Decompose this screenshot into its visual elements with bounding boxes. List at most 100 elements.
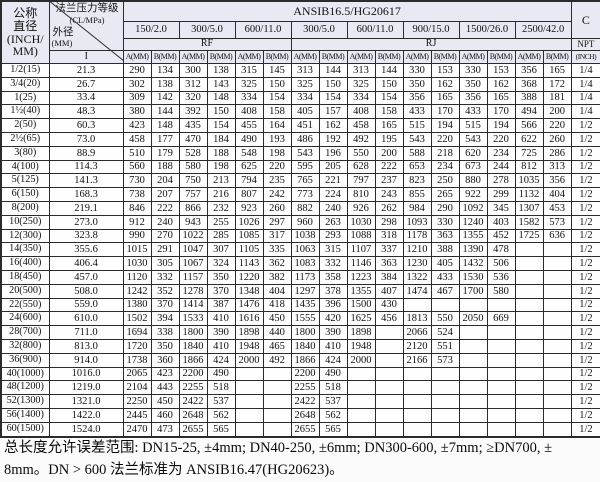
dimension-cell [542, 256, 572, 271]
nominal-header-line: 直径 [13, 18, 38, 33]
table-row: 52(1300) 1321.0 2250 450 2422 537 2422 537 1/2 [0, 394, 600, 409]
dimension-cell: 205 [318, 159, 348, 175]
dimension-cell [542, 283, 572, 299]
dimension-cell: 943 [178, 214, 208, 230]
dimension-cell [430, 407, 460, 423]
dimension-cell: 352 [150, 283, 180, 299]
dimension-cell [542, 269, 572, 285]
dimension-cell [402, 366, 432, 382]
dimension-cell: 154 [318, 90, 348, 106]
dimension-cell: 334 [346, 90, 376, 106]
outer-diameter-cell: 273.0 [48, 214, 124, 230]
dimension-cell: 807 [234, 187, 264, 202]
dimension-cell: 312 [178, 76, 208, 92]
dimension-cell: 405 [430, 256, 460, 271]
dimension-cell: 290 [430, 200, 460, 216]
dimension-cell: 320 [178, 90, 208, 106]
note-line-1: 总长度允许误差范围: DN15-25, ±4mm; DN40-250, ±6mm… [4, 440, 553, 456]
dimension-cell: 262 [374, 200, 404, 216]
outer-diameter-cell: 323.8 [48, 228, 124, 244]
dimension-cell: 235 [262, 173, 292, 189]
nominal-size-cell: 12(300) [0, 228, 50, 244]
pressure-class-cell: 300/5.0 [290, 21, 348, 39]
dimension-cell [514, 297, 544, 313]
dimension-cell: 286 [542, 145, 572, 161]
dimension-cell: 2470 [122, 421, 152, 438]
table-row: 5(125) 141.3 730 204 750 213 794 235 765 221 797 23… [0, 173, 600, 189]
dimension-cell [514, 325, 544, 340]
outer-diameter-cell: 141.3 [48, 173, 124, 189]
outer-diameter-cell: 1524.0 [48, 421, 124, 438]
dimension-cell: 455 [234, 118, 264, 133]
dimension-cell: 410 [206, 338, 236, 354]
dimension-cell: 242 [262, 187, 292, 202]
dimension-cell: 797 [346, 173, 376, 189]
dimension-cell: 960 [290, 214, 320, 230]
outer-diameter-cell: 21.3 [48, 63, 124, 78]
dimension-cell: 220 [542, 118, 572, 133]
npt-size-cell: 1/2 [570, 338, 600, 354]
dimension-cell: 550 [346, 145, 376, 161]
dimension-cell: 188 [150, 159, 180, 175]
dimension-cell: 1355 [458, 228, 488, 244]
dimension-cell [374, 421, 404, 438]
dimension-cell: 551 [430, 338, 460, 354]
dimension-cell: 595 [290, 159, 320, 175]
dimension-cell: 750 [178, 173, 208, 189]
dimension-cell: 433 [430, 269, 460, 285]
dimension-cell: 378 [318, 283, 348, 299]
dimension-cell: 458 [346, 118, 376, 133]
dimension-cell: 456 [374, 311, 404, 327]
dimension-cell: 725 [514, 145, 544, 161]
nominal-size-cell: 28(700) [0, 325, 50, 340]
b-dim-header-cell: B(MM) [262, 50, 292, 64]
nominal-size-cell: 6(150) [0, 187, 50, 202]
dimension-cell: 866 [178, 200, 208, 216]
dimension-cell [486, 421, 516, 438]
dimension-cell: 153 [486, 63, 516, 78]
outer-diameter-cell: 219.1 [48, 200, 124, 216]
dimension-cell: 150 [206, 104, 236, 120]
dimension-cell [514, 311, 544, 327]
dimension-cell: 198 [206, 159, 236, 175]
dimension-cell: 1146 [346, 256, 376, 271]
dimension-cell: 1022 [178, 228, 208, 244]
dimension-cell: 1738 [122, 352, 152, 368]
npt-size-cell: 1/2 [570, 352, 600, 368]
table-row: 6(150) 168.3 738 207 757 216 807 242 773 224 810 24… [0, 187, 600, 202]
dimension-cell [402, 394, 432, 409]
dimension-cell: 165 [374, 118, 404, 133]
dimension-cell: 350 [150, 338, 180, 354]
dimension-cell: 291 [150, 242, 180, 258]
dimension-cell [430, 421, 460, 438]
dimension-cell [514, 421, 544, 438]
outer-diameter-cell: 1219.0 [48, 380, 124, 396]
dimension-cell [234, 407, 264, 423]
nominal-size-cell: 56(1400) [0, 407, 50, 423]
dimension-cell: 224 [318, 187, 348, 202]
dimension-cell [514, 283, 544, 299]
nominal-size-cell: 5(125) [0, 173, 50, 189]
dimension-cell: 2066 [402, 325, 432, 340]
dimension-cell: 923 [234, 200, 264, 216]
outer-diameter-cell: 914.0 [48, 352, 124, 368]
dimension-cell: 1173 [290, 269, 320, 285]
dimension-cell: 350 [206, 269, 236, 285]
dimension-cell: 1092 [458, 200, 488, 216]
pressure-class-cell: 1500/26.0 [458, 21, 516, 39]
dimension-cell [374, 352, 404, 368]
tolerance-notes: 总长度允许误差范围: DN15-25, ±4mm; DN40-250, ±6mm… [4, 438, 598, 481]
dimension-cell: 318 [374, 228, 404, 244]
dimension-cell: 528 [178, 145, 208, 161]
dimension-cell: 765 [290, 173, 320, 189]
dimension-cell [374, 338, 404, 354]
dimension-cell: 356 [458, 90, 488, 106]
dimension-cell: 195 [374, 131, 404, 147]
dimension-cell: 1322 [402, 269, 432, 285]
dimension-cell: 362 [262, 256, 292, 271]
dimension-cell: 492 [346, 131, 376, 147]
dimension-cell: 240 [318, 200, 348, 216]
dimension-cell: 823 [402, 173, 432, 189]
dimension-cell: 430 [374, 297, 404, 313]
dimension-cell: 794 [234, 173, 264, 189]
